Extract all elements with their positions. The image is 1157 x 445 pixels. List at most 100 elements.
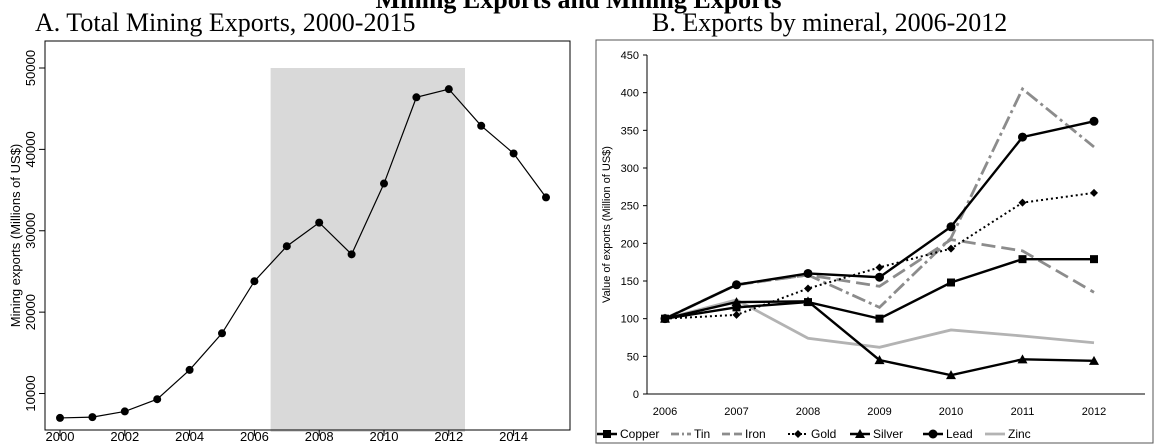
data-point bbox=[804, 284, 812, 293]
y-tick-label: 0 bbox=[633, 389, 639, 401]
data-point bbox=[380, 179, 388, 188]
data-point bbox=[1090, 188, 1098, 197]
data-point bbox=[477, 121, 486, 130]
x-tick-label: 2010 bbox=[370, 429, 399, 444]
x-tick-label: 2004 bbox=[175, 429, 204, 444]
data-point bbox=[1018, 255, 1027, 264]
y-tick-label: 50000 bbox=[23, 50, 38, 86]
data-point bbox=[88, 413, 97, 422]
y-tick-label: 250 bbox=[621, 201, 639, 213]
data-point bbox=[947, 278, 955, 287]
y-tick-label: 40000 bbox=[23, 131, 38, 167]
y-tick-label: 20000 bbox=[23, 294, 38, 330]
data-point bbox=[56, 413, 64, 422]
x-tick-label: 2014 bbox=[499, 429, 528, 444]
plot-frame bbox=[44, 40, 571, 431]
legend-item-silver: Silver bbox=[850, 427, 903, 441]
series-line-tin bbox=[664, 86, 1095, 320]
x-tick-label: 2008 bbox=[305, 429, 334, 444]
y-tick-label: 100 bbox=[621, 314, 639, 326]
data-point bbox=[412, 93, 421, 102]
data-point bbox=[1018, 132, 1027, 142]
panel-b-title: B. Exports by mineral, 2006-2012 bbox=[652, 8, 1008, 37]
y-tick-label: 450 bbox=[621, 50, 639, 62]
panel-a-title: A. Total Mining Exports, 2000-2015 bbox=[35, 8, 416, 37]
x-tick-label: 2008 bbox=[796, 406, 820, 418]
x-tick-label: 2009 bbox=[867, 406, 891, 418]
y-tick-label: 10000 bbox=[23, 375, 38, 411]
chart-b: 0 50 100 150 200 250 300 350 400 450 2006 2007 2008 2… bbox=[595, 39, 1154, 444]
x-tick-label: 2006 bbox=[240, 429, 269, 444]
data-point bbox=[732, 280, 741, 290]
y-tick-label: 150 bbox=[621, 276, 639, 288]
legend-label: Tin bbox=[694, 427, 710, 441]
shaded-region bbox=[270, 68, 465, 432]
legend-item-copper: Copper bbox=[597, 427, 659, 441]
data-point bbox=[1017, 354, 1028, 364]
data-point bbox=[875, 263, 884, 272]
data-point bbox=[874, 355, 885, 365]
series-iron bbox=[664, 238, 1095, 320]
legend-label: Lead bbox=[946, 427, 973, 441]
x-tick-label: 2012 bbox=[1082, 406, 1106, 418]
y-tick-label: 300 bbox=[621, 163, 639, 175]
y-tick-label: 30000 bbox=[23, 213, 38, 249]
data-point bbox=[153, 395, 162, 404]
data-point bbox=[804, 298, 812, 307]
legend-label: Copper bbox=[620, 427, 659, 441]
x-tick-label: 2010 bbox=[939, 406, 963, 418]
series-tin bbox=[664, 86, 1095, 320]
data-point bbox=[803, 268, 813, 278]
data-point bbox=[1089, 355, 1099, 365]
data-point bbox=[185, 365, 194, 374]
x-tick-label: 2002 bbox=[110, 429, 139, 444]
series-line-lead bbox=[664, 120, 1095, 320]
chart-a: 10000 20000 30000 40000 50000 2000 2002 2004 200… bbox=[8, 40, 571, 444]
x-tick-label: 2000 bbox=[46, 429, 75, 444]
legend-label: Zinc bbox=[1008, 427, 1031, 441]
series-line bbox=[59, 88, 547, 419]
legend-label: Gold bbox=[811, 427, 836, 441]
legend-item-zinc: Zinc bbox=[985, 427, 1031, 441]
legend-marker bbox=[603, 430, 611, 438]
x-tick-label: 2012 bbox=[434, 429, 463, 444]
data-point bbox=[946, 370, 956, 380]
data-point bbox=[250, 277, 259, 286]
data-point bbox=[315, 218, 324, 227]
series-gold bbox=[661, 188, 1098, 323]
data-point bbox=[347, 250, 356, 259]
data-point bbox=[732, 303, 741, 312]
legend-marker bbox=[928, 429, 938, 439]
legend-marker bbox=[855, 429, 865, 438]
legend-marker bbox=[794, 430, 802, 438]
chart-frame bbox=[595, 39, 1154, 444]
data-point bbox=[444, 85, 453, 94]
data-point bbox=[509, 149, 518, 158]
data-point bbox=[946, 222, 956, 232]
y-tick-label: 50 bbox=[627, 351, 639, 363]
series-line-iron bbox=[664, 238, 1095, 320]
x-tick-label: 2007 bbox=[724, 406, 748, 418]
data-point bbox=[1018, 198, 1027, 207]
x-tick-label: 2006 bbox=[653, 406, 677, 418]
data-point bbox=[1090, 255, 1098, 264]
legend-item-gold: Gold bbox=[788, 427, 836, 441]
y-tick-label: 350 bbox=[621, 125, 639, 137]
data-point bbox=[542, 193, 550, 202]
data-point bbox=[875, 314, 884, 323]
y-tick-label: 400 bbox=[621, 88, 639, 100]
y-axis-label: Value of exports (Million of US$) bbox=[601, 146, 613, 303]
legend-label: Iron bbox=[745, 427, 766, 441]
data-point bbox=[947, 244, 955, 253]
data-point bbox=[282, 242, 291, 251]
data-point bbox=[218, 329, 226, 338]
series-lead bbox=[660, 116, 1099, 324]
overall-title: Mining Exports and Mining Exports bbox=[0, 0, 1157, 15]
data-point bbox=[732, 310, 741, 319]
y-tick-label: 200 bbox=[621, 238, 639, 250]
legend-item-tin: Tin bbox=[671, 427, 710, 441]
data-point bbox=[660, 314, 670, 324]
legend-item-iron: Iron bbox=[722, 427, 766, 441]
data-point bbox=[120, 407, 129, 416]
y-axis-label: Mining exports (Millions of US$) bbox=[8, 144, 23, 328]
